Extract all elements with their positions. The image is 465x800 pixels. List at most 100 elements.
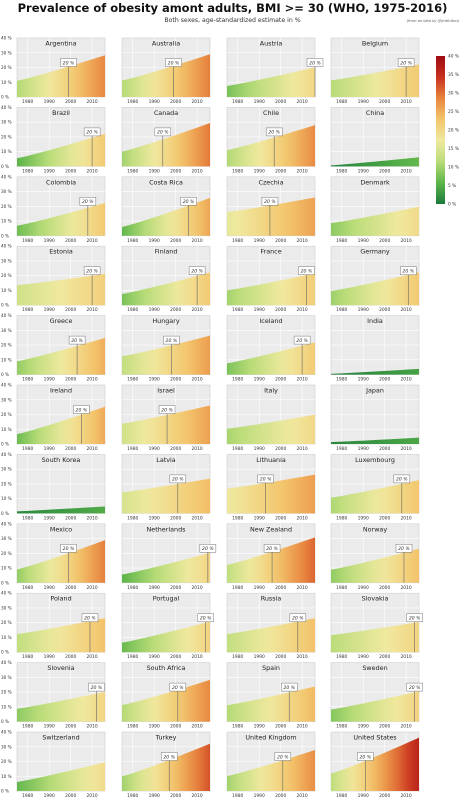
chart-subtitle: Both sexes, age-standardized estimate in…: [164, 17, 301, 24]
y-tick-label: 40 %: [1, 36, 12, 41]
threshold-label-box: [199, 544, 217, 553]
threshold-label: 20 %: [86, 269, 98, 275]
colorbar-tick-label: 30 %: [448, 91, 459, 97]
x-tick-label: 1990: [254, 585, 265, 591]
x-tick-label: 1980: [336, 654, 347, 660]
country-name: Austria: [260, 40, 283, 48]
x-tick-label: 2000: [65, 99, 76, 105]
area-slovakia: [331, 621, 419, 653]
panel-new-zealand: 20 % New Zealand 1980 1990 2000 2010: [226, 523, 316, 591]
y-tick-label: 10 %: [1, 219, 12, 224]
x-tick-label: 1990: [358, 793, 369, 799]
x-tick-label: 2010: [192, 793, 203, 799]
x-tick-label: 1990: [254, 654, 265, 660]
chart-title: Prevalence of obesity amont adults, BMI …: [17, 1, 448, 15]
area-france: [227, 273, 315, 306]
x-tick-label: 1980: [127, 724, 138, 730]
country-name: Iceland: [259, 317, 282, 325]
country-name: China: [366, 109, 384, 117]
panel-switzerland: Switzerland 1980 1990 2000 2010 0 % 10 % 20 % 30…: [1, 730, 106, 799]
x-tick-label: 2010: [297, 654, 308, 660]
x-tick-label: 2010: [401, 238, 412, 244]
area-lithuania: [227, 474, 315, 514]
area-south-korea: [17, 506, 105, 514]
x-tick-label: 2000: [275, 654, 286, 660]
threshold-label: 20 %: [400, 60, 412, 66]
x-tick-label: 2010: [87, 793, 98, 799]
area-portugal: [122, 621, 210, 653]
x-tick-label: 2010: [87, 168, 98, 174]
country-name: Brazil: [52, 109, 70, 117]
x-tick-label: 2010: [87, 377, 98, 383]
x-tick-label: 1990: [149, 377, 160, 383]
x-tick-label: 1990: [358, 724, 369, 730]
threshold-label: 20 %: [163, 754, 175, 760]
country-name: Estonia: [49, 248, 73, 256]
threshold-label-box: [163, 335, 180, 345]
country-name: India: [367, 317, 383, 325]
threshold-label-box: [83, 266, 101, 275]
x-tick-label: 1980: [232, 585, 243, 591]
x-tick-label: 2010: [87, 515, 98, 521]
y-tick-label: 10 %: [1, 357, 12, 362]
x-tick-label: 2000: [275, 99, 286, 105]
x-tick-label: 2010: [401, 724, 412, 730]
x-tick-label: 2000: [170, 307, 181, 313]
country-name: Greece: [50, 317, 73, 325]
country-name: Australia: [152, 40, 180, 48]
threshold-label: 20 %: [309, 60, 321, 66]
x-tick-label: 1980: [232, 99, 243, 105]
x-tick-label: 1980: [22, 99, 33, 105]
x-tick-label: 1990: [149, 793, 160, 799]
y-tick-label: 10 %: [1, 288, 12, 293]
colorbar-tick-label: 15 %: [448, 146, 459, 152]
area-estonia: [17, 273, 105, 306]
y-tick-label: 30 %: [1, 50, 12, 55]
x-tick-label: 2010: [401, 168, 412, 174]
colorbar-bar: [436, 56, 445, 204]
x-tick-label: 2010: [192, 168, 203, 174]
x-tick-label: 2000: [275, 515, 286, 521]
threshold-label: 20 %: [283, 685, 295, 691]
x-tick-label: 2000: [275, 377, 286, 383]
x-tick-label: 1980: [336, 446, 347, 452]
x-tick-label: 2000: [170, 654, 181, 660]
threshold-label-box: [293, 335, 311, 345]
threshold-label-box: [406, 682, 423, 692]
threshold-label-box: [265, 127, 283, 137]
threshold-label-box: [160, 752, 178, 761]
y-tick-label: 0 %: [1, 442, 9, 447]
area-switzerland: [17, 762, 105, 791]
panel-slovakia: 20 % Slovakia 1980 1990 2000 2010: [330, 592, 423, 660]
x-tick-label: 1980: [336, 168, 347, 174]
x-tick-label: 2010: [192, 307, 203, 313]
panel-slovenia: 20 % Slovenia 1980 1990 2000 2010 0 % 10 % 20 % 3…: [1, 660, 106, 730]
x-tick-label: 1990: [44, 99, 55, 105]
y-tick-label: 0 %: [1, 580, 9, 585]
threshold-label: 20 %: [63, 546, 75, 552]
country-name: Canada: [154, 109, 178, 117]
x-tick-label: 1980: [336, 377, 347, 383]
x-tick-label: 2000: [170, 793, 181, 799]
area-italy: [227, 414, 315, 444]
panel-united-kingdom: 20 % United Kingdom 1980 1990 2000 2010: [226, 731, 316, 799]
panel-spain: 20 % Spain 1980 1990 2000 2010: [226, 662, 316, 730]
y-tick-label: 30 %: [1, 467, 12, 472]
x-tick-label: 2000: [65, 377, 76, 383]
colorbar-tick-label: 25 %: [448, 109, 459, 115]
x-tick-label: 1980: [232, 724, 243, 730]
y-tick-label: 10 %: [1, 80, 12, 85]
x-tick-label: 1990: [44, 793, 55, 799]
area-brazil: [17, 133, 105, 167]
x-tick-label: 2010: [401, 99, 412, 105]
x-tick-label: 2000: [379, 238, 390, 244]
threshold-label-box: [81, 613, 99, 622]
x-tick-label: 2000: [65, 654, 76, 660]
y-tick-label: 30 %: [1, 189, 12, 194]
x-tick-label: 2010: [297, 168, 308, 174]
threshold-label: 20 %: [172, 477, 184, 483]
y-tick-label: 30 %: [1, 328, 12, 333]
panel-japan: Japan 1980 1990 2000 2010: [330, 384, 420, 452]
threshold-label-box: [158, 405, 176, 414]
